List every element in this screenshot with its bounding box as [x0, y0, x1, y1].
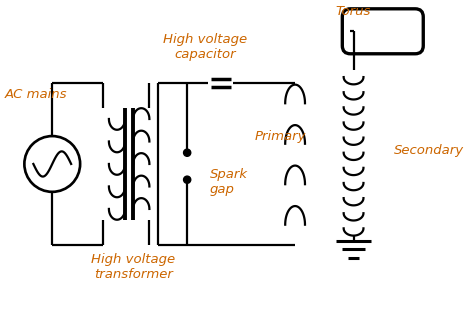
Text: Spark
gap: Spark gap	[210, 168, 247, 196]
Text: High voltage
capacitor: High voltage capacitor	[163, 33, 247, 61]
Text: Torus: Torus	[336, 5, 371, 18]
Text: Secondary: Secondary	[394, 144, 464, 157]
Text: AC mains: AC mains	[5, 88, 67, 101]
Text: High voltage
transformer: High voltage transformer	[91, 254, 175, 281]
Circle shape	[183, 149, 191, 156]
Text: Primary: Primary	[255, 130, 306, 143]
Circle shape	[183, 176, 191, 183]
